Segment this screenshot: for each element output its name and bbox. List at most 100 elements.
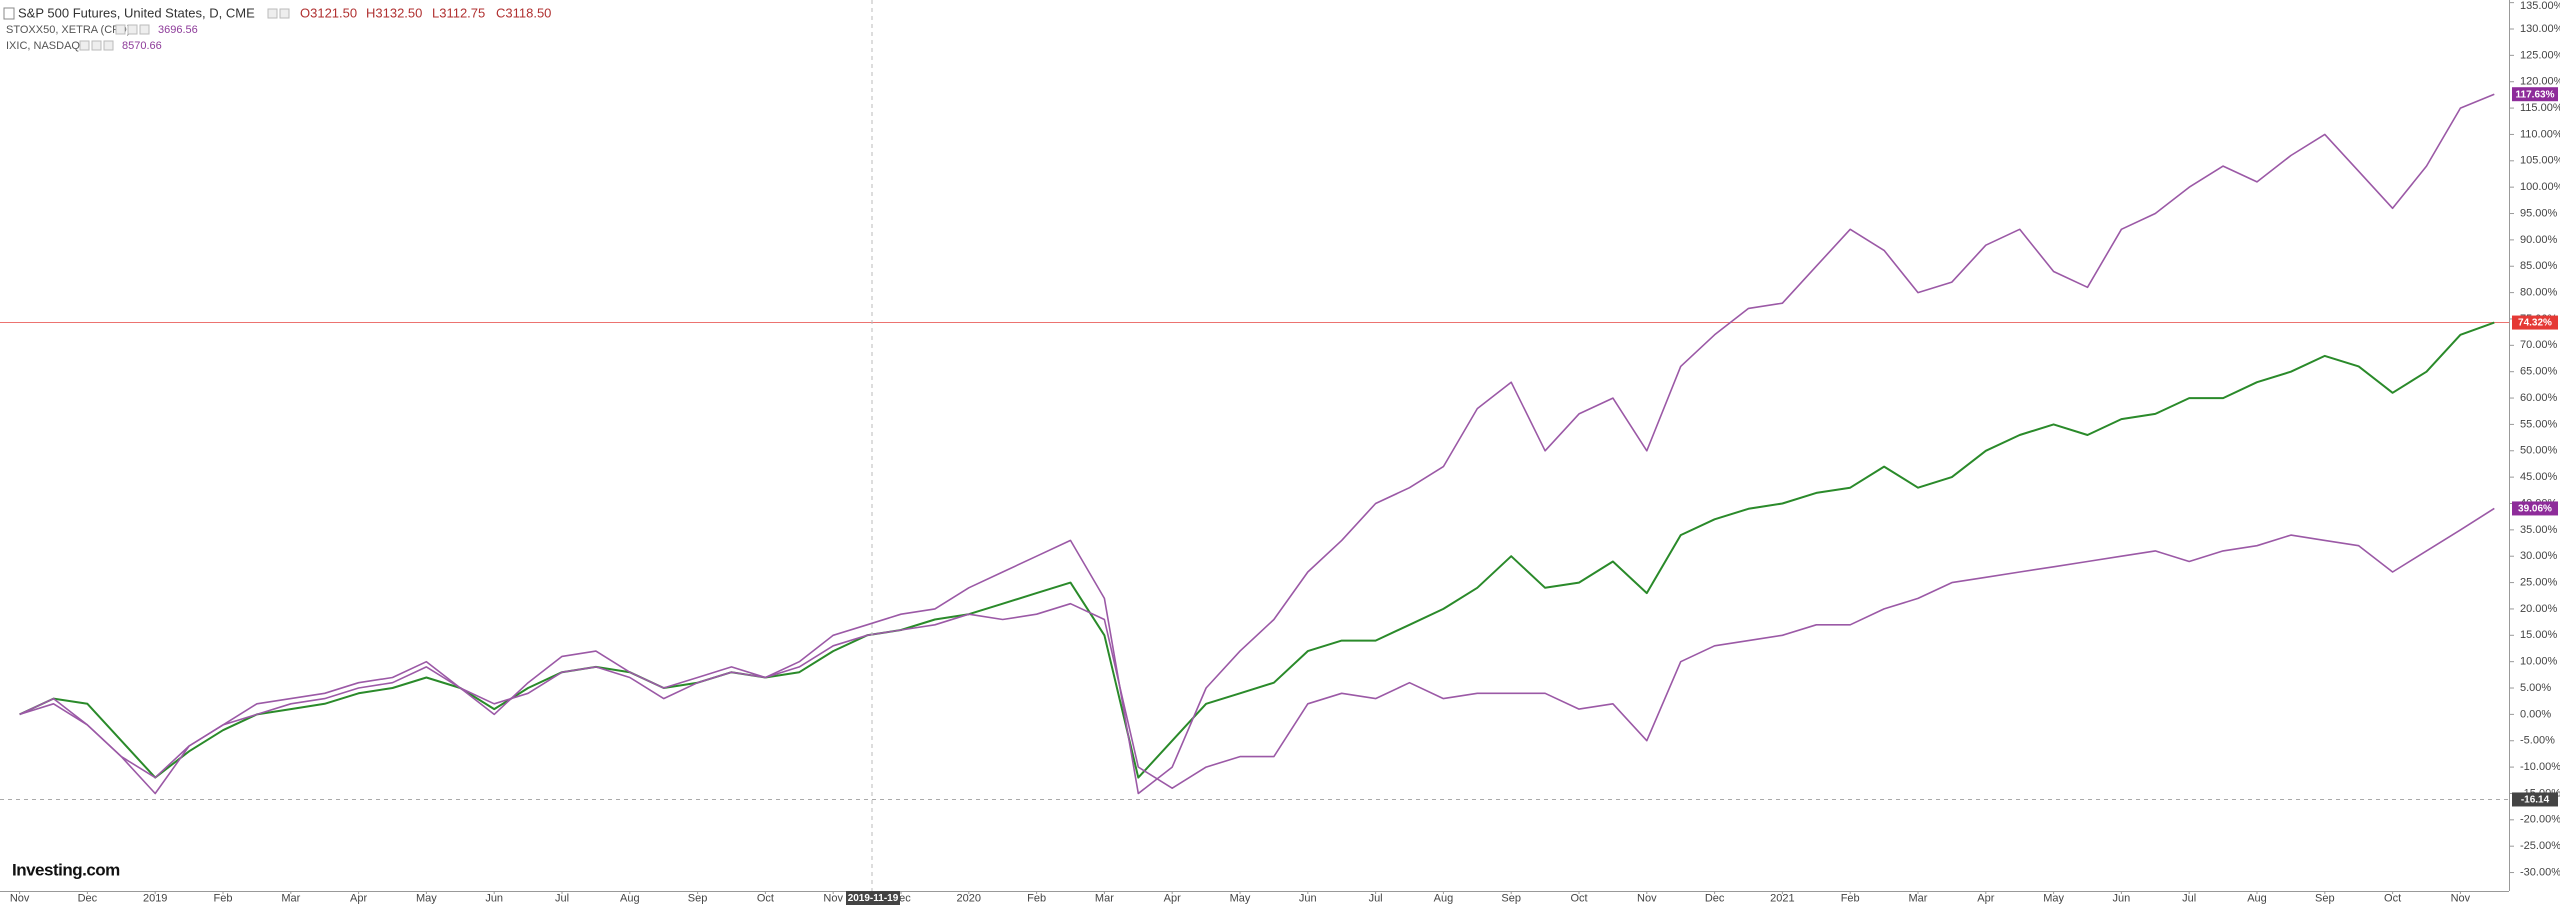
y-tick-label: 135.00%: [2520, 0, 2560, 12]
last-value-label: 117.63%: [2516, 89, 2555, 100]
last-value-label: 74.32%: [2518, 318, 2552, 329]
series-line: [19, 507, 2495, 789]
y-tick-label: 95.00%: [2520, 207, 2558, 219]
x-tick-label: Dec: [78, 892, 98, 904]
x-tick-label: Nov: [2451, 892, 2471, 904]
x-tick-label: Nov: [1637, 892, 1657, 904]
y-tick-label: 90.00%: [2520, 234, 2558, 246]
y-tick-label: 65.00%: [2520, 366, 2558, 378]
header-icon[interactable]: [127, 24, 138, 35]
legend-title: S&P 500 Futures, United States, D, CME: [18, 5, 255, 20]
x-tick-label: Oct: [2384, 892, 2401, 904]
x-tick-label: Mar: [281, 892, 300, 904]
x-tick-label: 2021: [1770, 892, 1794, 904]
x-tick-label: Mar: [1095, 892, 1114, 904]
x-tick-label: Oct: [1570, 892, 1587, 904]
x-tick-label: Jun: [2113, 892, 2131, 904]
y-tick-label: 55.00%: [2520, 418, 2558, 430]
x-tick-label: Sep: [1501, 892, 1521, 904]
ohlc-close: C3118.50: [496, 5, 551, 20]
y-tick-label: 20.00%: [2520, 603, 2558, 615]
x-tick-label: Nov: [10, 892, 30, 904]
x-tick-label: Aug: [620, 892, 640, 904]
header-icon[interactable]: [91, 40, 102, 51]
x-tick-label: 2020: [957, 892, 981, 904]
y-tick-label: -30.00%: [2520, 866, 2560, 878]
y-tick-label: 120.00%: [2520, 76, 2560, 88]
x-tick-label: Jul: [1369, 892, 1383, 904]
header-icon[interactable]: [79, 40, 90, 51]
y-tick-label: 125.00%: [2520, 49, 2560, 61]
y-tick-label: 110.00%: [2520, 128, 2560, 140]
header-icon[interactable]: [103, 40, 114, 51]
x-tick-label: Jun: [485, 892, 503, 904]
y-tick-label: 100.00%: [2520, 181, 2560, 193]
x-tick-label: Apr: [350, 892, 367, 904]
crosshair-y-label: -16.14: [2521, 795, 2550, 806]
y-tick-label: 50.00%: [2520, 445, 2558, 457]
grid-layer: [0, 322, 2510, 800]
ohlc-high: H3132.50: [366, 5, 422, 20]
y-tick-label: 35.00%: [2520, 524, 2558, 536]
lines-layer: [19, 93, 2495, 795]
last-value-label: 39.06%: [2518, 504, 2552, 515]
x-tick-label: Aug: [2247, 892, 2267, 904]
y-tick-label: 70.00%: [2520, 339, 2558, 351]
collapse-icon[interactable]: [3, 7, 15, 20]
x-tick-label: 2019: [143, 892, 167, 904]
y-tick-label: 130.00%: [2520, 23, 2560, 35]
crosshair-x-label: 2019-11-19: [848, 893, 899, 904]
header-icon[interactable]: [115, 24, 126, 35]
x-tick-label: Feb: [1027, 892, 1046, 904]
x-tick-label: May: [2043, 892, 2064, 904]
y-tick-label: 115.00%: [2520, 102, 2560, 114]
legend-header: S&P 500 Futures, United States, D, CME O…: [3, 5, 551, 52]
crosshair-y-tag: [2512, 792, 2558, 807]
y-tick-label: 15.00%: [2520, 629, 2558, 641]
x-tick-label: Dec: [1705, 892, 1725, 904]
header-icon[interactable]: [139, 24, 150, 35]
series-line: [19, 93, 2495, 795]
x-tick-label: Jul: [555, 892, 569, 904]
x-tick-label: Aug: [1434, 892, 1454, 904]
x-tick-label: Jul: [2182, 892, 2196, 904]
x-tick-label: Nov: [823, 892, 843, 904]
x-tick-label: May: [416, 892, 437, 904]
last-value-tag: [2512, 87, 2558, 102]
x-tick-label: Feb: [1841, 892, 1860, 904]
y-tick-label: 80.00%: [2520, 287, 2558, 299]
x-tick-label: Apr: [1977, 892, 1994, 904]
x-tick-label: May: [1230, 892, 1251, 904]
y-tick-label: 60.00%: [2520, 392, 2558, 404]
y-tick-label: 0.00%: [2520, 708, 2551, 720]
logo: Investing.com: [12, 860, 120, 879]
series-line: [19, 321, 2495, 779]
y-tick-label: -20.00%: [2520, 814, 2560, 826]
legend-quote: 3696.56: [158, 24, 198, 36]
axis-layer: -30.00%-25.00%-20.00%-15.00%-10.00%-5.00…: [10, 0, 2560, 904]
y-tick-label: 5.00%: [2520, 682, 2551, 694]
last-value-tag: [2512, 315, 2558, 330]
y-tick-label: -25.00%: [2520, 840, 2560, 852]
last-value-tag: [2512, 501, 2558, 516]
y-tick-label: -10.00%: [2520, 761, 2560, 773]
y-tick-label: 45.00%: [2520, 471, 2558, 483]
x-tick-label: Sep: [688, 892, 708, 904]
header-icon[interactable]: [267, 8, 278, 19]
ohlc-open: O3121.50: [300, 5, 357, 20]
y-tick-label: 25.00%: [2520, 576, 2558, 588]
legend-series: IXIC, NASDAQ: [6, 40, 80, 52]
y-tick-label: -5.00%: [2520, 735, 2555, 747]
y-tick-label: 10.00%: [2520, 656, 2558, 668]
header-icon[interactable]: [279, 8, 290, 19]
x-tick-label: Apr: [1164, 892, 1181, 904]
y-tick-label: 85.00%: [2520, 260, 2558, 272]
x-tick-label: Sep: [2315, 892, 2335, 904]
y-tick-label: 30.00%: [2520, 550, 2558, 562]
ohlc-low: L3112.75: [432, 5, 485, 20]
crosshair-x-tag: [846, 891, 900, 905]
y-tick-label: 105.00%: [2520, 155, 2560, 167]
